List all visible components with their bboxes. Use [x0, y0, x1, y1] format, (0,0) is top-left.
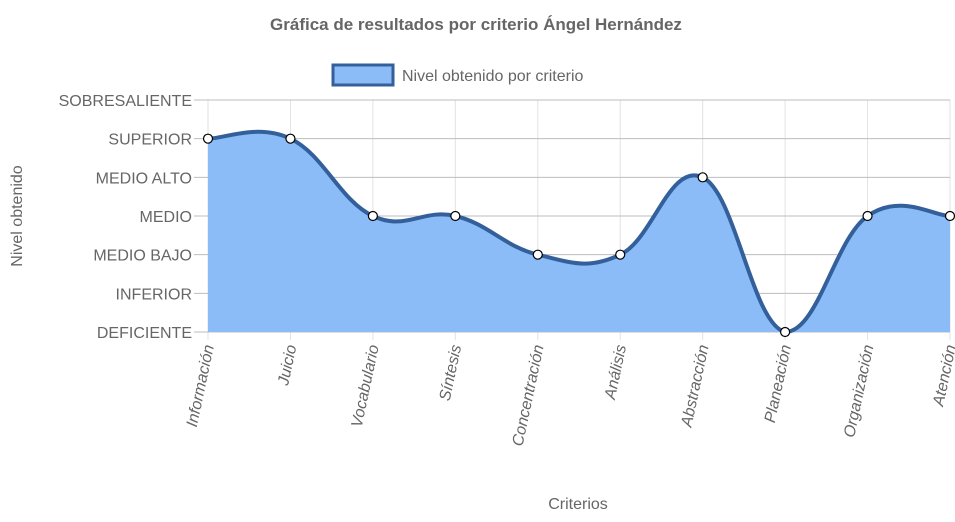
- data-point[interactable]: [697, 172, 708, 183]
- x-tick-label: Información: [184, 343, 218, 428]
- data-point[interactable]: [367, 210, 378, 222]
- data-point[interactable]: [944, 210, 955, 222]
- data-point[interactable]: [285, 133, 296, 144]
- x-axis-ticks: Información Juicio Vocabulario Síntesis Conc…: [184, 343, 955, 448]
- data-point[interactable]: [450, 210, 461, 222]
- x-tick-label: Abstracción: [678, 343, 712, 429]
- x-tick-label: Planeación: [762, 343, 795, 424]
- y-tick-label: MEDIO ALTO: [96, 170, 192, 187]
- legend-swatch[interactable]: [331, 63, 395, 87]
- x-tick-label: Juicio: [275, 343, 300, 388]
- data-point[interactable]: [780, 326, 791, 338]
- x-axis-label: Criterios: [548, 496, 608, 513]
- x-tick-label: Atención: [930, 343, 955, 409]
- y-tick-label: SOBRESALIENTE: [59, 93, 192, 110]
- y-axis-label: Nivel obtenido: [9, 165, 26, 267]
- x-tick-label: Síntesis: [437, 343, 465, 402]
- series-line: [207, 129, 951, 335]
- data-point[interactable]: [615, 249, 626, 260]
- x-tick-label: Análisis: [602, 343, 630, 401]
- series-area: [207, 129, 951, 335]
- legend[interactable]: Nivel obtenido por criterio: [331, 63, 584, 87]
- data-point[interactable]: [862, 210, 873, 222]
- chart-title: Gráfica de resultados por criterio Ángel…: [270, 15, 682, 34]
- y-tick-label: SUPERIOR: [108, 132, 192, 149]
- y-tick-label: MEDIO BAJO: [93, 248, 192, 265]
- x-tick-label: Organización: [841, 343, 877, 439]
- data-points[interactable]: [202, 133, 955, 338]
- area-fill: [208, 131, 950, 332]
- x-tick-label: Concentración: [510, 343, 548, 448]
- y-axis-ticks: DEFICIENTE INFERIOR MEDIO BAJO MEDIO MEDIO A…: [59, 93, 192, 342]
- data-point[interactable]: [532, 249, 543, 260]
- y-tick-label: DEFICIENTE: [97, 325, 192, 342]
- y-tick-label: MEDIO: [140, 209, 192, 226]
- y-tick-label: INFERIOR: [116, 286, 192, 303]
- data-point[interactable]: [202, 133, 214, 144]
- legend-label[interactable]: Nivel obtenido por criterio: [402, 68, 584, 85]
- x-tick-label: Vocabulario: [349, 343, 383, 429]
